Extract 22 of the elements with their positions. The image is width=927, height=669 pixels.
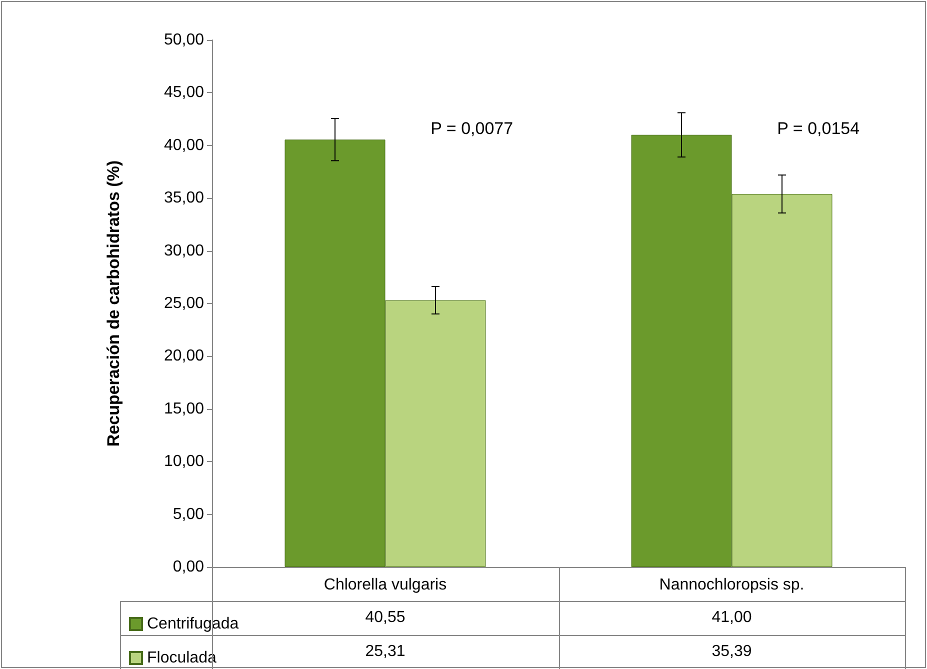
y-tick-label: 50,00	[164, 32, 204, 48]
y-axis-title: Recuperación de carbohidratos (%)	[104, 160, 123, 447]
y-tick-label: 10,00	[164, 453, 204, 470]
y-tick-label: 5,00	[172, 506, 204, 523]
y-tick-label: 20,00	[164, 348, 204, 365]
y-tick-label: 25,00	[164, 295, 204, 312]
data-label: 40,55	[365, 609, 406, 626]
x-tick-label: Chlorella vulgaris	[324, 576, 447, 594]
x-tick-label: Nannochloropsis sp.	[659, 576, 804, 594]
y-tick-label: 45,00	[164, 84, 204, 102]
annotation: P = 0,0077	[430, 119, 514, 138]
y-tick-label: 35,00	[164, 190, 204, 207]
legend-label: Floculada	[147, 650, 216, 666]
legend-label: Centrifugada	[147, 616, 239, 632]
data-label: 41,00	[710, 608, 753, 628]
annotation: P = 0,0154	[777, 119, 860, 138]
data-label: 25,31	[365, 643, 406, 660]
y-tick-label: 15,00	[164, 400, 204, 418]
y-tick-label: 40,00	[164, 136, 204, 154]
y-tick-label: 0,00	[172, 558, 204, 576]
data-label: 35,39	[710, 642, 753, 662]
y-tick-label: 30,00	[164, 242, 204, 260]
